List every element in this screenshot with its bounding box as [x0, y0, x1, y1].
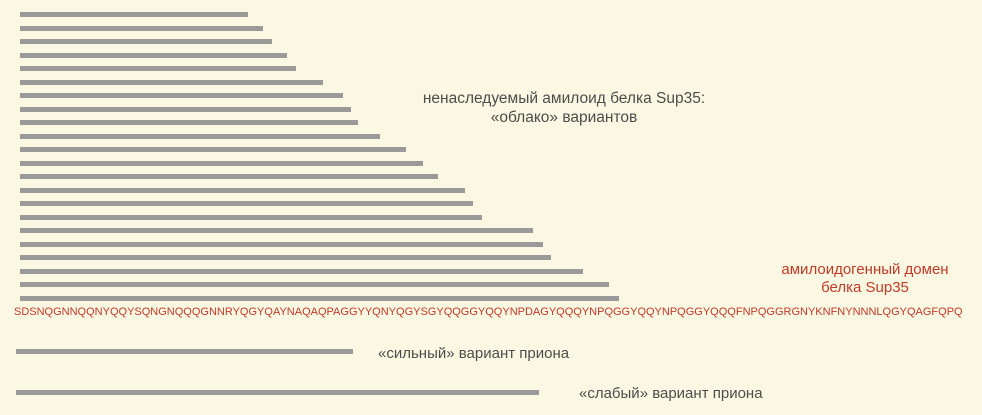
domain-label-line2: белка Sup35 — [821, 279, 909, 296]
cloud-bar — [20, 160, 423, 166]
domain-label: амилоидогенный домен белка Sup35 — [750, 261, 980, 297]
cloud-bar — [20, 201, 473, 206]
cloud-bar — [20, 106, 351, 112]
cloud-bar — [20, 25, 263, 31]
weak-variant-label: «слабый» вариант приона — [579, 385, 763, 402]
cloud-bar — [20, 79, 323, 85]
cloud-bar — [20, 147, 406, 152]
cloud-bar — [20, 241, 543, 247]
cloud-bar — [20, 282, 609, 287]
strong-variant-label: «сильный» вариант приона — [378, 345, 570, 362]
cloud-label: ненаследуемый амилоид белка Sup35: «обла… — [414, 89, 714, 127]
cloud-label-line2: «облако» вариантов — [490, 109, 638, 126]
cloud-bar — [20, 255, 551, 260]
cloud-bar — [20, 93, 343, 98]
cloud-label-line1: ненаследуемый амилоид белка Sup35: — [422, 90, 706, 107]
cloud-bar — [20, 12, 248, 17]
cloud-bar — [20, 52, 287, 58]
weak-variant-bar — [16, 390, 539, 395]
amino-acid-sequence: SDSNQGNNQQNYQQYSQNGNQQQGNNRYQGYQAYNAQAQP… — [14, 306, 963, 318]
cloud-bar — [20, 268, 583, 274]
cloud-bar — [20, 66, 296, 71]
cloud-bar — [20, 120, 358, 125]
cloud-bar — [20, 174, 438, 179]
cloud-bar — [20, 228, 533, 233]
domain-label-line1: амилоидогенный домен — [781, 261, 949, 278]
cloud-bar — [20, 295, 619, 301]
cloud-bar — [20, 133, 380, 139]
strong-variant-bar — [16, 349, 353, 354]
cloud-bar — [20, 214, 482, 220]
cloud-bar — [20, 187, 465, 193]
cloud-bar — [20, 39, 272, 44]
